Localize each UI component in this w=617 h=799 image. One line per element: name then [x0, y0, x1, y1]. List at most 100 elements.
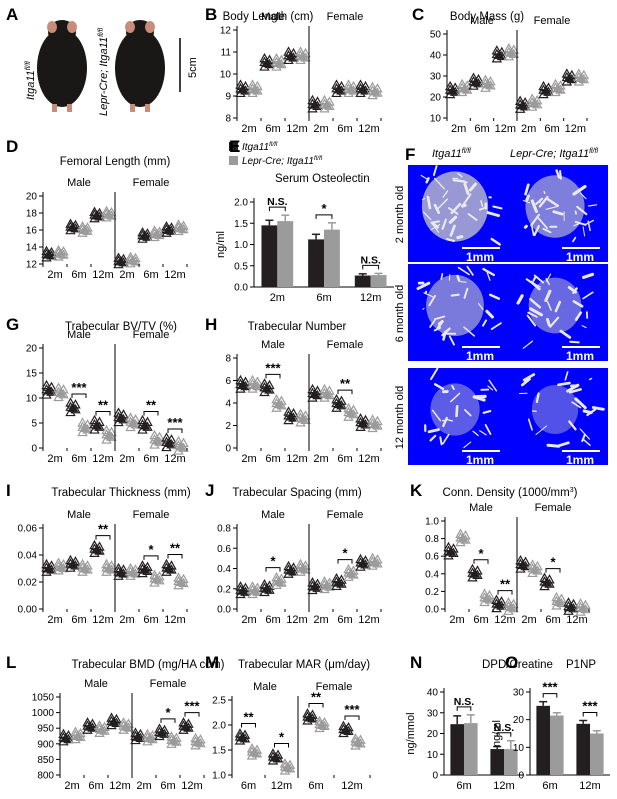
trabecula [557, 441, 570, 448]
bar [490, 749, 504, 775]
trabecula [516, 294, 524, 305]
significance-bracket [337, 559, 353, 564]
trabecula [425, 177, 430, 184]
data-point [503, 43, 515, 53]
data-point [173, 435, 184, 446]
significance-label: * [321, 201, 327, 216]
x-tick-label: 12m [358, 453, 379, 465]
chart-title: Trabecular BMD (mg/HA ccm) [72, 659, 225, 671]
trabecula [542, 227, 552, 234]
chart-title: Femoral Length (mm) [60, 156, 171, 168]
y-tick-label: 0.5 [234, 261, 248, 272]
group-label: Female [327, 11, 364, 23]
y-tick-label: 18 [26, 209, 38, 220]
trabecula [522, 199, 531, 204]
bone-mass [426, 274, 484, 337]
y-tick-label: 6 [225, 376, 231, 387]
bar [590, 733, 604, 775]
x-tick-label: 6m [265, 453, 280, 465]
y-axis-label: ng/ml [491, 720, 503, 747]
y-tick-label: 10 [427, 750, 439, 761]
y-tick-label: 900 [37, 739, 54, 750]
trabecula [555, 169, 561, 179]
data-point [479, 588, 490, 598]
trabecula [463, 408, 472, 417]
y-tick-label: 10 [513, 743, 525, 754]
trabecula [522, 373, 536, 382]
panel-label: G [6, 315, 19, 334]
data-point [527, 559, 538, 569]
group-label: Female [316, 681, 353, 693]
chart-title: Trabecular Spacing (mm) [232, 487, 361, 499]
trabecula [544, 289, 552, 303]
panel-label: B [205, 5, 217, 24]
trabecula [574, 311, 583, 321]
y-tick-label: 1.5 [234, 219, 248, 230]
trabecula [530, 224, 535, 236]
data-point [137, 414, 148, 425]
x-tick-label: 12m [358, 614, 379, 626]
chart-title: P1NP [566, 659, 596, 671]
data-point [491, 45, 503, 55]
panel-a: A Itga11fl/fl Lepr-Cre; Itga11fl/fl 5cm [6, 5, 199, 116]
trabecula [546, 443, 561, 448]
trabecula [450, 202, 462, 215]
x-tick-label: 6m [160, 780, 175, 792]
group-label: Male [469, 502, 493, 514]
significance-label: *** [71, 380, 87, 395]
trabecula [574, 397, 587, 410]
significance-bracket [344, 715, 360, 720]
panel-e-legend: Itga11fl/fl Lepr-Cre; Itga11fl/fl [229, 141, 323, 167]
data-point [355, 413, 366, 423]
bar [550, 715, 564, 775]
y-tick-label: 0.8 [425, 534, 439, 545]
x-tick-label: 6m [265, 614, 280, 626]
data-point [551, 591, 562, 602]
panel-label: E [229, 137, 240, 156]
x-tick-label: 12m [493, 780, 514, 792]
trabecula [573, 223, 580, 227]
data-point [467, 563, 478, 574]
y-tick-label: 20 [430, 93, 442, 104]
panel-label: N [410, 653, 422, 672]
trabecula [463, 441, 472, 449]
chart-title: Trabecular MAR (μm/day) [238, 659, 370, 671]
significance-label: *** [265, 360, 281, 375]
group-label: Female [133, 329, 170, 341]
microct-grid: 1mm 1mm 2 month old 1mm 1mm 6 month old 1mm 1mm… [394, 165, 608, 467]
data-point [331, 79, 342, 89]
significance-label: N.S. [454, 696, 475, 708]
trabecula [432, 165, 438, 177]
y-tick-label: 0.00 [18, 605, 38, 616]
significance-bracket [143, 411, 159, 416]
panel-f-label: F [405, 145, 415, 164]
x-tick-label: 12m [566, 614, 587, 626]
x-tick-label: 6m [545, 614, 560, 626]
x-tick-label: 12m [109, 780, 130, 792]
x-tick-label: 12m [286, 123, 307, 135]
significance-label: ** [500, 577, 511, 592]
data-point [295, 408, 306, 418]
y-tick-label: 30 [427, 708, 439, 719]
y-tick-label: 40 [430, 51, 442, 62]
bar [354, 275, 371, 287]
panel-label: C [412, 5, 424, 24]
microct-scalebar-label: 1mm [566, 453, 594, 467]
chart-title: Trabecular Thickness (mm) [51, 487, 190, 499]
data-point [573, 68, 585, 78]
trabecula [420, 174, 429, 181]
trabecula [482, 319, 488, 327]
group-label: Male [261, 11, 285, 23]
y-tick-label: 50 [430, 30, 442, 41]
trabecula [416, 281, 431, 291]
trabecula [455, 404, 459, 418]
trabecula [566, 383, 580, 393]
significance-bracket [184, 712, 200, 717]
microct-cell: 1mm [508, 165, 608, 264]
trabecula [581, 433, 586, 443]
trabecula [581, 325, 587, 329]
trabecula [532, 275, 537, 282]
x-tick-label: 12m [495, 123, 516, 135]
panel-a-label: A [6, 5, 18, 24]
y-tick-label: 2.5 [212, 696, 226, 707]
